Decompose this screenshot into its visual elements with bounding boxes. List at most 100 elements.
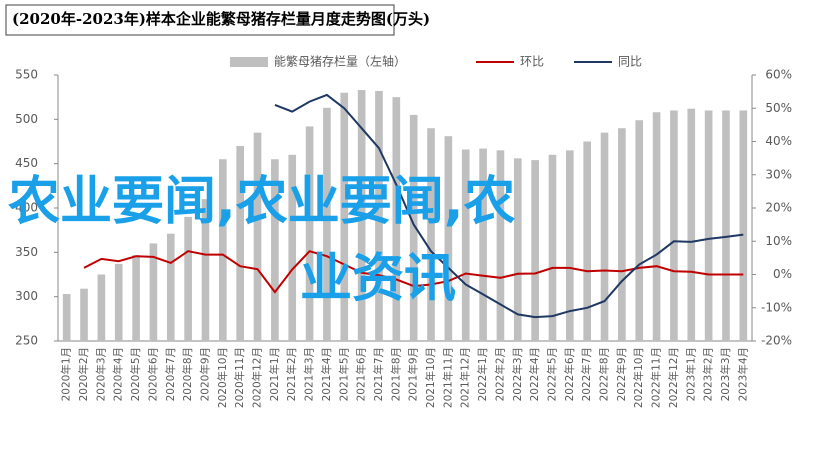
legend-label: 环比 [520,55,544,69]
bar [149,243,158,341]
x-tick-label: 2023年1月 [684,347,697,401]
bar [739,110,748,341]
bar [722,110,730,341]
x-tick-label: 2022年9月 [615,347,628,401]
x-tick-label: 2023年4月 [736,347,749,401]
bar [219,159,227,341]
bar [392,97,401,342]
bar [375,90,383,342]
x-tick-label: 2022年3月 [511,347,524,401]
x-tick-label: 2020年9月 [198,347,211,401]
x-tick-label: 2022年5月 [545,347,558,401]
bar [548,154,557,341]
chart-title: (2020年-2023年)样本企业能繁母猪存栏量月度走势图(万头) [12,10,430,28]
bar [305,126,314,341]
bar [704,110,713,341]
x-tick-label: 2021年6月 [355,347,368,401]
y-tick-label: 350 [15,245,38,259]
bar [340,92,349,341]
y2-tick-label: 40% [765,134,792,148]
y-tick-label: 550 [15,68,38,82]
bar [618,128,626,341]
x-tick-label: 2023年3月 [719,347,732,401]
bar [409,114,418,342]
bar [652,112,661,342]
bar [461,149,470,341]
x-tick-label: 2021年4月 [320,347,333,401]
legend-label: 同比 [618,55,642,69]
x-tick-label: 2023年2月 [702,347,715,401]
bar [236,145,244,341]
bar [670,110,678,341]
y-tick-label: 500 [15,112,38,126]
x-tick-label: 2020年11月 [233,347,246,408]
y-tick-label: 450 [15,156,38,170]
x-tick-label: 2020年5月 [129,347,142,401]
x-tick-label: 2021年7月 [372,347,385,401]
x-tick-label: 2021年2月 [285,347,298,401]
bar [444,136,453,341]
x-tick-label: 2020年6月 [146,347,159,401]
legend-label: 能繁母猪存栏量（左轴） [274,54,406,69]
x-tick-label: 2020年1月 [60,347,73,401]
x-tick-label: 2020年3月 [94,347,107,401]
x-tick-label: 2022年8月 [598,347,611,401]
bar [323,107,331,341]
y2-tick-label: 50% [765,101,792,115]
bar [97,274,106,341]
y-tick-label: 300 [15,289,38,303]
x-tick-label: 2022年10月 [632,347,645,408]
title-box [5,4,395,36]
bar [62,294,71,341]
x-tick-label: 2021年5月 [337,347,350,401]
y2-tick-label: 60% [765,68,792,82]
bar [288,154,297,341]
x-tick-label: 2020年10月 [216,347,229,408]
legend-swatch [230,57,268,67]
watermark: 农业要闻,农业要闻,农 [8,172,516,232]
bar [427,128,435,341]
x-tick-label: 2022年1月 [476,347,489,401]
x-tick-label: 2021年12月 [459,347,472,408]
x-tick-label: 2021年3月 [303,347,316,401]
bar [271,159,279,341]
bar [253,132,262,341]
x-tick-label: 2022年11月 [650,347,663,408]
y2-tick-label: -10% [761,300,792,314]
bar [566,150,574,341]
line [274,93,744,319]
x-tick-label: 2022年2月 [493,347,506,401]
bar [531,160,539,341]
y2-tick-label: -20% [761,334,792,348]
bar [184,216,192,341]
x-tick-label: 2020年7月 [164,347,177,401]
x-tick-label: 2021年11月 [441,347,454,408]
bar [357,90,366,341]
x-tick-label: 2020年12月 [251,347,264,408]
y2-tick-label: 0% [773,267,792,281]
x-tick-label: 2020年4月 [112,347,125,401]
y-tick-label: 250 [15,334,38,348]
y2-tick-label: 10% [765,234,792,248]
bar [166,233,175,341]
bar [583,141,591,341]
x-tick-label: 2021年9月 [407,347,420,401]
x-tick-label: 2022年7月 [580,347,593,401]
x-tick-label: 2022年12月 [667,347,680,408]
y2-tick-label: 30% [765,167,792,181]
x-tick-label: 2020年8月 [181,347,194,401]
x-tick-label: 2021年1月 [268,347,281,401]
bar [479,148,487,341]
x-tick-label: 2022年6月 [563,347,576,401]
bar [201,199,210,341]
y-tick-label: 400 [15,201,38,215]
x-tick-label: 2021年10月 [424,347,437,408]
bar [635,120,644,341]
x-tick-label: 2020年2月 [77,347,90,401]
y2-tick-label: 20% [765,201,792,215]
bar [132,254,140,341]
bar [687,108,696,342]
x-tick-label: 2022年4月 [528,347,541,401]
bar [80,288,88,341]
